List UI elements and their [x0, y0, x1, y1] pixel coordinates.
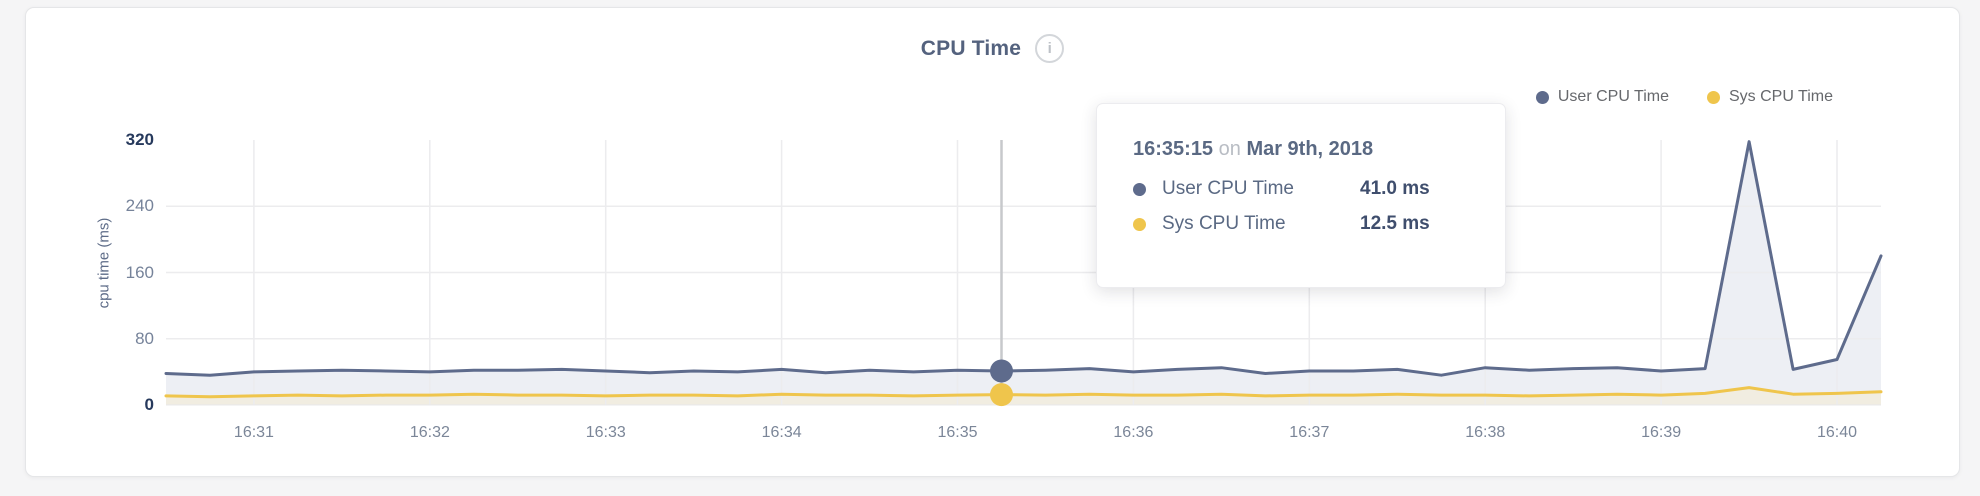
- x-tick-label: 16:37: [1289, 424, 1330, 441]
- legend-item-sys-cpu-time[interactable]: Sys CPU Time: [1706, 88, 1833, 106]
- chart-header: CPU Time i: [26, 34, 1959, 63]
- legend-label-sys: Sys CPU Time: [1728, 88, 1833, 105]
- tooltip: 16:35:15 on Mar 9th, 2018 User CPU Time …: [1096, 103, 1506, 288]
- legend: User CPU Time Sys CPU Time: [1535, 88, 1833, 106]
- x-tick-label: 16:36: [1113, 424, 1154, 441]
- legend-item-user-cpu-time[interactable]: User CPU Time: [1535, 88, 1669, 106]
- tooltip-conjunction: on: [1218, 138, 1241, 160]
- x-tick-label: 16:34: [761, 424, 802, 441]
- tooltip-user-label: User CPU Time: [1162, 178, 1294, 199]
- hover-point-sys: [990, 383, 1013, 407]
- tooltip-user-value: 41.0 ms: [1360, 178, 1430, 199]
- legend-label-user: User CPU Time: [1557, 88, 1669, 105]
- series-line-sys: [164, 386, 1883, 399]
- series-line-user: [164, 140, 1883, 377]
- legend-swatch-sys-icon: [1706, 90, 1720, 104]
- tooltip-row-user: User CPU Time 41.0 ms: [1133, 178, 1471, 200]
- x-tick-label: 16:31: [233, 424, 274, 441]
- plot-area[interactable]: [164, 140, 1883, 407]
- y-tick-label: 0: [144, 395, 154, 414]
- chart-card: CPU Time i User CPU Time Sys CPU Time cp…: [25, 7, 1960, 477]
- tooltip-sys-label: Sys CPU Time: [1162, 213, 1286, 234]
- y-tick-label: 160: [125, 262, 154, 282]
- tooltip-time: 16:35:15: [1133, 138, 1214, 160]
- x-tick-label: 16:35: [937, 424, 978, 441]
- hover-point-user: [990, 359, 1013, 383]
- tooltip-date: Mar 9th, 2018: [1246, 138, 1374, 160]
- x-tick-label: 16:40: [1816, 424, 1858, 441]
- info-icon[interactable]: i: [1035, 34, 1065, 63]
- x-axis: 16:31 16:32 16:33 16:34 16:35 16:36 16:37 16:38…: [166, 424, 1881, 446]
- tooltip-timestamp: 16:35:15 on Mar 9th, 2018: [1133, 138, 1471, 161]
- x-tick-label: 16:33: [585, 424, 626, 441]
- tooltip-sys-dot-icon: [1133, 217, 1146, 231]
- chart-title: CPU Time: [920, 36, 1022, 60]
- x-tick-label: 16:38: [1465, 424, 1506, 441]
- area-fill-user: [166, 141, 1881, 405]
- tooltip-user-dot-icon: [1133, 182, 1146, 196]
- legend-swatch-user-icon: [1535, 90, 1549, 104]
- y-tick-label: 320: [125, 130, 154, 149]
- y-tick-label: 240: [125, 196, 154, 216]
- y-tick-label: 80: [135, 328, 154, 348]
- y-axis: 0 80 160 240 320: [26, 130, 154, 414]
- tooltip-sys-value: 12.5 ms: [1360, 213, 1430, 234]
- tooltip-row-sys: Sys CPU Time 12.5 ms: [1133, 213, 1471, 235]
- x-tick-label: 16:32: [409, 424, 450, 441]
- x-tick-label: 16:39: [1641, 424, 1682, 441]
